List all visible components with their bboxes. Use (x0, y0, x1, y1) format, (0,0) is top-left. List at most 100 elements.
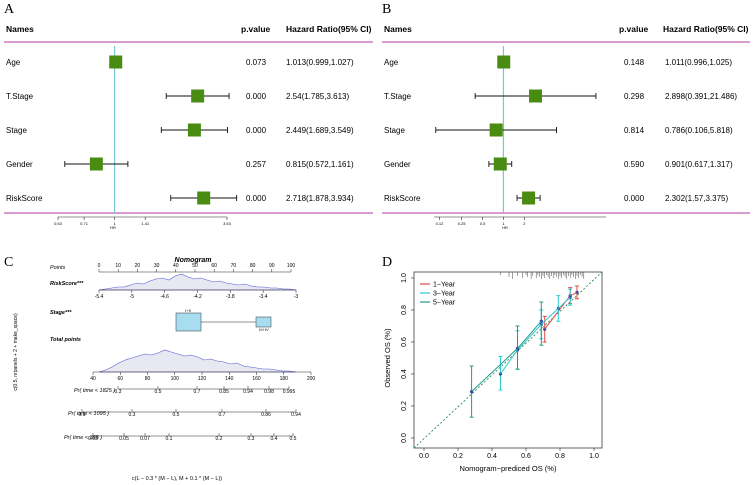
forest-a-header-names: Names (6, 24, 34, 34)
y-tick-label: 0.6 (401, 337, 408, 347)
nomogram-y-label: c(0.5, nrpanels + 2 + make_space) (13, 313, 19, 391)
scale-points-tick-label: 50 (192, 263, 198, 269)
y-tick-label: 0.8 (401, 305, 408, 315)
stage-box-i-ii (175, 312, 202, 332)
row-pvalue-stage: 0.814 (624, 126, 645, 135)
y-tick-label: 0.0 (401, 433, 408, 443)
scale-totalpoints-tick-label: 80 (145, 376, 151, 382)
scale-pr365-tick-label: 0.07 (140, 436, 150, 442)
row-hr-tstage: 2.898(0.391,21.486) (665, 92, 737, 101)
row-name-stage: Stage (6, 126, 27, 135)
nomogram-label-total-points: Total points (50, 337, 81, 343)
axis-tick-label: 0.71 (80, 221, 89, 226)
hr-box-gender (493, 157, 507, 171)
stage-level-iii-iv: III+IV (259, 327, 269, 332)
x-tick-label: 0.0 (419, 453, 429, 460)
nomogram-label-riskscore: RiskScore*** (50, 281, 84, 287)
row-pvalue-stage: 0.000 (246, 126, 267, 135)
scale-points-tick-label: 40 (173, 263, 179, 269)
scale-pr1825-tick-label: 0.3 (115, 389, 122, 395)
row-name-riskscore: RiskScore (6, 194, 43, 203)
nomogram-x-label: c(L − 0.3 * (M − L), M + 0.1 * (M − L)) (132, 476, 222, 482)
forest-plot-a: Names p.value Hazard Ratio(95% CI) HR Ag… (4, 24, 373, 230)
nomogram-title: Nomogram (175, 257, 212, 264)
row-pvalue-tstage: 0.298 (624, 92, 645, 101)
row-name-age: Age (6, 58, 21, 67)
row-pvalue-age: 0.073 (246, 58, 267, 67)
scale-pr365-tick-label: 0.3 (248, 436, 255, 442)
x-tick-label: 1.0 (589, 453, 599, 460)
scale-pr1095-tick-label: 0.7 (219, 412, 226, 418)
scale-totalpoints-tick-label: 60 (117, 376, 123, 382)
legend-label-0: 1−Year (433, 282, 456, 289)
scale-pr1825-tick-label: 0.5 (155, 389, 162, 395)
hr-box-stage (187, 123, 201, 137)
forest-a-header-hr: Hazard Ratio(95% CI) (286, 24, 372, 34)
scale-points-tick-label: 20 (135, 263, 141, 269)
scale-pr1825-tick-label: 0.94 (243, 389, 253, 395)
row-pvalue-riskscore: 0.000 (246, 194, 267, 203)
scale-pr1825-tick-label: 0.7 (194, 389, 201, 395)
scale-totalpoints-tick-label: 40 (90, 376, 96, 382)
scale-points-tick-label: 60 (211, 263, 217, 269)
row-hr-riskscore: 2.718(1.878,3.934) (286, 194, 354, 203)
scale-riskscore-tick-label: -3.8 (226, 294, 235, 300)
row-hr-riskscore: 2.302(1.57,3.375) (665, 194, 728, 203)
y-tick-label: 1.0 (401, 273, 408, 283)
scale-riskscore-tick-label: -4.2 (193, 294, 202, 300)
scale-pr365-tick-label: 0.2 (216, 436, 223, 442)
axis-tick-label: 0.25 (458, 221, 467, 226)
scale-pr1825-tick-label: 0.995 (283, 389, 296, 395)
scale-points-tick-label: 0 (98, 263, 101, 269)
panel-d-letter: D (382, 255, 392, 270)
row-pvalue-gender: 0.257 (246, 160, 267, 169)
row-hr-age: 1.013(0.999,1.027) (286, 58, 354, 67)
forest-b-axis-label: HR (502, 225, 508, 230)
scale-pr1825-tick-label: 0.98 (264, 389, 274, 395)
stage-level-i-ii: I+II (185, 308, 191, 313)
density-riskscore (98, 273, 297, 291)
hr-box-gender (89, 157, 103, 171)
hr-box-riskscore (197, 191, 211, 205)
x-tick-label: 0.4 (487, 453, 497, 460)
row-hr-gender: 0.901(0.617,1.317) (665, 160, 733, 169)
scale-points-tick-label: 80 (250, 263, 256, 269)
legend-label-1: 3−Year (433, 291, 456, 298)
nomogram-panel: Nomogram c(0.5, nrpanels + 2 + make_spac… (13, 257, 315, 482)
y-tick-label: 0.2 (401, 401, 408, 411)
scale-pr365-tick-label: 0.5 (290, 436, 297, 442)
y-tick-label: 0.4 (401, 369, 408, 379)
density-totalpoints (98, 349, 297, 373)
scale-totalpoints-tick-label: 180 (280, 376, 289, 382)
nomogram-label-stage: Stage*** (50, 310, 72, 316)
axis-tick-label: 0.53 (54, 221, 63, 226)
calibration-x-label: Nomogram−prediced OS (%) (460, 464, 557, 473)
series-line-2 (471, 320, 542, 392)
row-pvalue-riskscore: 0.000 (624, 194, 645, 203)
panel-c-letter: C (4, 255, 13, 270)
row-hr-tstage: 2.54(1.785,3.613) (286, 92, 349, 101)
row-hr-age: 1.011(0.996,1.025) (665, 58, 732, 67)
x-tick-label: 0.2 (453, 453, 463, 460)
axis-tick-label: 0.12 (436, 221, 445, 226)
scale-totalpoints-tick-label: 140 (225, 376, 234, 382)
axis-tick-label: 2 (523, 221, 526, 226)
scale-pr1095-tick-label: 0.1 (79, 412, 86, 418)
axis-tick-label: 3.53 (223, 221, 232, 226)
scale-points-tick-label: 30 (154, 263, 160, 269)
row-pvalue-age: 0.148 (624, 58, 645, 67)
scale-riskscore-tick-label: -3.4 (259, 294, 268, 300)
scale-totalpoints-tick-label: 120 (198, 376, 207, 382)
scale-pr1095-tick-label: 0.86 (261, 412, 271, 418)
row-name-tstage: T.Stage (384, 92, 412, 101)
scale-points-tick-label: 90 (269, 263, 275, 269)
scale-pr365-tick-label: 0.1 (166, 436, 173, 442)
x-tick-label: 0.6 (521, 453, 531, 460)
x-tick-label: 0.8 (555, 453, 565, 460)
scale-pr365-tick-label: 0.4 (271, 436, 278, 442)
forest-b-header-pvalue: p.value (619, 24, 649, 34)
hr-box-stage (489, 123, 503, 137)
scale-points-tick-label: 70 (231, 263, 237, 269)
scale-pr1095-tick-label: 0.5 (173, 412, 180, 418)
row-name-tstage: T.Stage (6, 92, 34, 101)
